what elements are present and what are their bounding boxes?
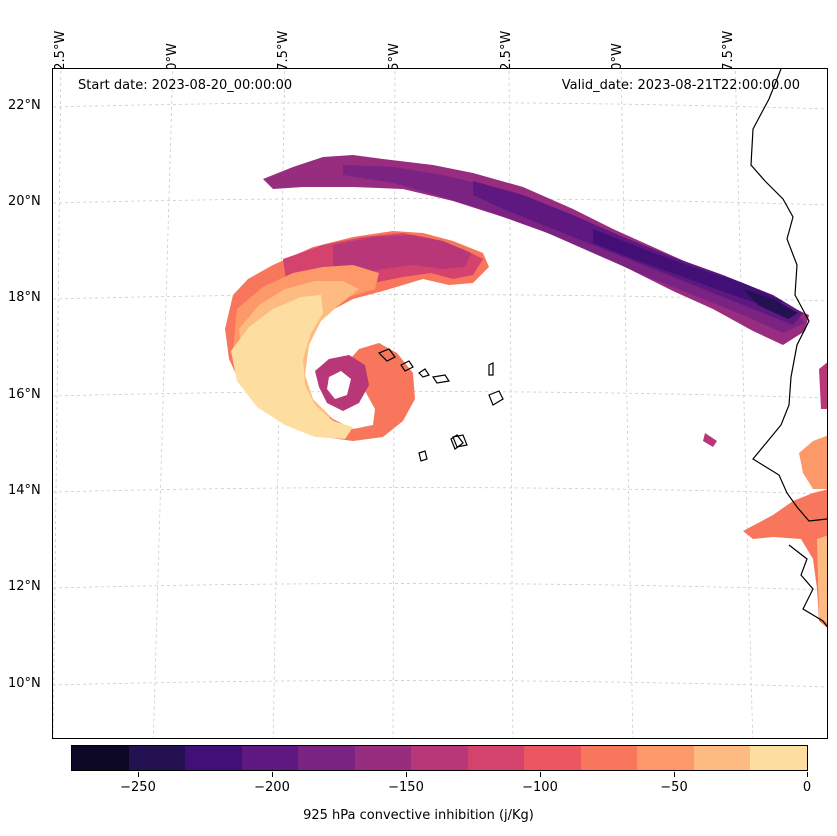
map-canvas xyxy=(53,69,827,738)
colorbar-tick-150 xyxy=(406,772,407,777)
colorbar-label: 925 hPa convective inhibition (j/Kg) xyxy=(303,808,534,823)
coastline-cape-verde-4 xyxy=(431,374,451,384)
colorbar-tick-label-250: −250 xyxy=(120,780,156,795)
colorbar-tick-label-150: −150 xyxy=(388,780,424,795)
coastline-cape-verde-5 xyxy=(488,362,494,376)
gridline-lon-17-5w xyxy=(734,69,754,738)
colorbar-segment-1 xyxy=(128,746,186,770)
coastline-africa xyxy=(750,69,827,628)
gridline-lat-14n xyxy=(53,487,827,495)
colorbar xyxy=(71,745,808,771)
cin-coast-spot xyxy=(703,433,717,447)
gridline-lon-20w xyxy=(620,69,634,738)
cin-coast-pale xyxy=(817,535,827,624)
lat-label-12n: 12°N xyxy=(8,579,41,594)
colorbar-tick-100 xyxy=(540,772,541,777)
colorbar-segment-6 xyxy=(411,746,468,770)
colorbar-segment-8 xyxy=(524,746,581,770)
colorbar-tick-250 xyxy=(138,772,139,777)
cin-band-north-darkest xyxy=(743,289,798,319)
colorbar-segment-9 xyxy=(580,746,638,770)
cin-band-north-deep xyxy=(593,229,783,309)
cin-coast xyxy=(703,362,827,628)
colorbar-segment-5 xyxy=(354,746,412,770)
gridline-lon-30w xyxy=(152,69,174,738)
cin-spiral-pale xyxy=(231,295,353,439)
coastline xyxy=(377,69,827,628)
colorbar-tick-label-0: 0 xyxy=(802,780,812,795)
coastline-cape-verde-2 xyxy=(400,360,414,372)
cin-coast-magenta xyxy=(819,362,827,409)
colorbar-tick-label-50: −50 xyxy=(660,780,688,795)
gridline-lat-12n xyxy=(53,583,827,591)
colorbar-tick-0 xyxy=(807,772,808,777)
start-date-label: Start date: 2023-08-20_00:00:00 xyxy=(78,78,293,93)
lat-label-14n: 14°N xyxy=(8,483,41,498)
lat-label-18n: 18°N xyxy=(8,290,41,305)
colorbar-segment-12 xyxy=(750,746,807,770)
gridline-lat-20n xyxy=(53,198,827,206)
colorbar-segment-0 xyxy=(72,746,129,770)
gridline-lat-16n xyxy=(53,391,827,399)
colorbar-tick-label-100: −100 xyxy=(522,780,558,795)
gridline-lon-22-5w xyxy=(508,69,514,738)
colorbar-segment-2 xyxy=(185,746,242,770)
colorbar-segment-7 xyxy=(467,746,525,770)
cin-coast-peach xyxy=(799,435,827,489)
lat-label-16n: 16°N xyxy=(8,387,41,402)
cin-band-north-outer xyxy=(263,155,809,345)
gridline-lat-10n xyxy=(53,680,827,688)
cin-band-north-mid xyxy=(343,165,805,333)
colorbar-segment-3 xyxy=(241,746,299,770)
colorbar-segment-4 xyxy=(298,746,355,770)
coastline-cape-verde-6 xyxy=(488,390,504,406)
map-panel xyxy=(52,68,828,739)
coastline-cape-verde-1 xyxy=(377,348,396,362)
coastline-cape-verde-3 xyxy=(418,368,430,378)
valid-date-label: Valid_date: 2023-08-21T22:00:00.00 xyxy=(561,78,800,93)
cin-spiral-magenta xyxy=(333,235,471,275)
cin-eye xyxy=(327,371,351,399)
colorbar-segment-10 xyxy=(637,746,694,770)
gridline-lat-22n xyxy=(53,102,827,110)
lat-label-22n: 22°N xyxy=(8,98,41,113)
lat-label-10n: 10°N xyxy=(8,676,41,691)
colorbar-segment-11 xyxy=(693,746,751,770)
gridline-lat-18n xyxy=(53,294,827,302)
colorbar-tick-200 xyxy=(272,772,273,777)
gridline-lon-32-5w xyxy=(53,69,62,738)
colorbar-tick-label-200: −200 xyxy=(254,780,290,795)
lat-label-20n: 20°N xyxy=(8,194,41,209)
cin-coast-orange xyxy=(743,489,827,628)
colorbar-tick-50 xyxy=(674,772,675,777)
coastline-cape-verde-9 xyxy=(452,434,468,448)
cin-spiral xyxy=(225,231,489,441)
coastline-cape-verde-8 xyxy=(418,450,428,462)
cin-band-north xyxy=(263,155,809,345)
